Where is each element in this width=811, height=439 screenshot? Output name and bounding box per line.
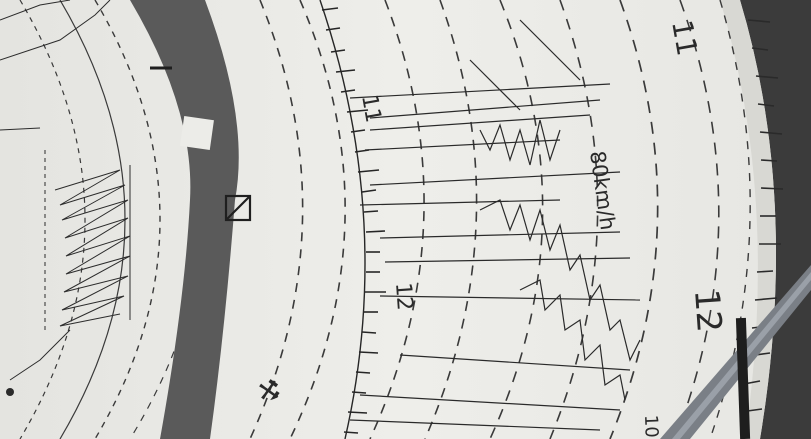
hour-scale-inner bbox=[319, 0, 386, 439]
dark-band bbox=[130, 0, 239, 439]
band-gap bbox=[180, 116, 214, 150]
hour-12-outer: 12 bbox=[686, 288, 729, 334]
hour-11-outer: 11 bbox=[665, 17, 704, 58]
paper-mark bbox=[6, 388, 14, 396]
speed-trace bbox=[349, 19, 641, 431]
hour-10-outer: 10 bbox=[640, 414, 662, 438]
rest-symbol bbox=[224, 194, 252, 222]
hour-11-inner: 11 bbox=[356, 93, 385, 125]
distance-trace bbox=[0, 0, 131, 381]
disc-edge-shadow bbox=[740, 0, 811, 439]
hour-12-inner: 12 bbox=[390, 282, 417, 312]
hour-scale-outer bbox=[739, 19, 784, 413]
stylus-arm bbox=[660, 265, 811, 439]
hammer-icon: ⚒ bbox=[251, 376, 285, 404]
